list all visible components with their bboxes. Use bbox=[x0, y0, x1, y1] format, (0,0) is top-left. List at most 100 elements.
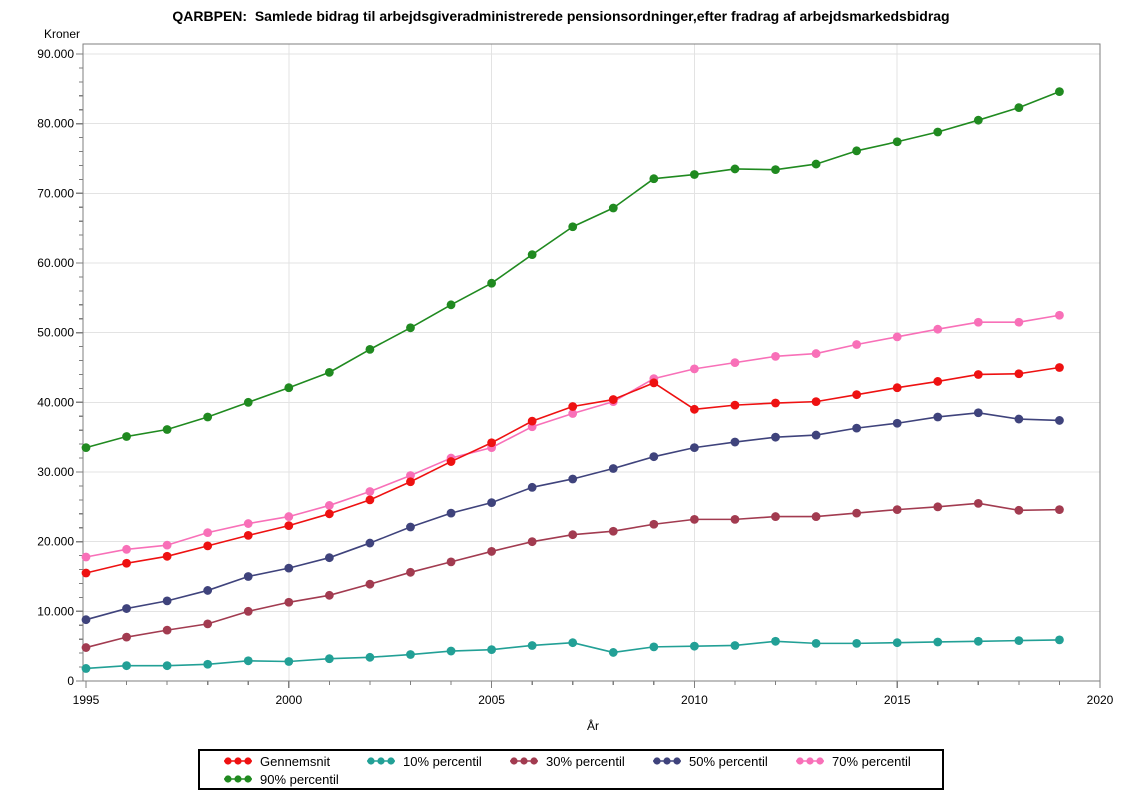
data-point-10-percentil bbox=[973, 636, 983, 646]
data-point-10-percentil bbox=[284, 657, 294, 666]
data-point-90-percentil bbox=[1055, 87, 1064, 97]
data-point-70-percentil bbox=[933, 324, 943, 334]
data-point-30-percentil bbox=[852, 508, 862, 518]
legend-item-90-percentil: 90% percentil bbox=[223, 772, 366, 787]
line-chart: 0 10.000 20.000 30.000 40.000 50.000 60.000 70.… bbox=[37, 27, 1113, 733]
data-point-90-percentil bbox=[203, 412, 213, 422]
legend-label-10-percentil: 10% percentil bbox=[403, 753, 482, 769]
y-tick-label: 0 bbox=[67, 674, 74, 688]
data-point-10-percentil bbox=[811, 638, 821, 648]
data-point-70-percentil bbox=[811, 349, 821, 358]
axis-labels: 0 10.000 20.000 30.000 40.000 50.000 60.000 70.… bbox=[37, 27, 1113, 733]
data-point-10-percentil bbox=[1014, 636, 1024, 645]
data-point-10-percentil bbox=[649, 642, 659, 652]
data-point-gennemsnit bbox=[771, 398, 780, 408]
data-point-10-percentil bbox=[324, 654, 334, 664]
data-point-50-percentil bbox=[892, 418, 902, 428]
gridlines bbox=[83, 44, 1100, 681]
data-point-50-percentil bbox=[324, 553, 334, 563]
legend-marker-dot bbox=[244, 757, 252, 765]
chart-title: QARBPEN: Samlede bidrag til arbejdsgiver… bbox=[172, 8, 950, 24]
plot-frame bbox=[82, 43, 1101, 682]
legend-marker-50-percentil bbox=[653, 757, 681, 765]
legend-marker-10-percentil bbox=[367, 757, 395, 765]
data-point-50-percentil bbox=[365, 538, 375, 548]
series-50-percentil bbox=[81, 408, 1064, 625]
data-point-30-percentil bbox=[365, 579, 375, 589]
data-point-gennemsnit bbox=[933, 377, 943, 386]
x-tick-label: 2000 bbox=[275, 693, 302, 707]
legend-marker-dot bbox=[377, 757, 385, 765]
data-point-50-percentil bbox=[122, 604, 131, 613]
data-point-30-percentil bbox=[162, 625, 172, 635]
data-point-50-percentil bbox=[527, 482, 537, 492]
legend-marker-dot bbox=[244, 775, 252, 783]
data-point-gennemsnit bbox=[284, 521, 294, 531]
y-tick-label: 10.000 bbox=[37, 604, 74, 618]
data-point-70-percentil bbox=[203, 528, 213, 538]
series-30-percentil bbox=[81, 498, 1064, 652]
data-point-gennemsnit bbox=[243, 530, 253, 540]
data-point-50-percentil bbox=[81, 615, 91, 625]
legend-marker-90-percentil bbox=[224, 775, 252, 783]
legend-item-50-percentil: 50% percentil bbox=[652, 754, 795, 769]
data-point-90-percentil bbox=[487, 278, 496, 288]
legend-row: Gennemsnit 10% percentil 30% percentil 50% … bbox=[223, 752, 942, 770]
data-point-50-percentil bbox=[1014, 414, 1024, 424]
data-point-30-percentil bbox=[1055, 505, 1064, 515]
data-point-10-percentil bbox=[81, 664, 91, 673]
data-point-gennemsnit bbox=[568, 402, 578, 411]
data-point-90-percentil bbox=[527, 250, 537, 260]
legend-marker-dot bbox=[816, 757, 824, 765]
x-tick-label: 1995 bbox=[73, 693, 100, 707]
data-point-gennemsnit bbox=[608, 395, 618, 404]
data-point-gennemsnit bbox=[690, 404, 699, 414]
legend-item-30-percentil: 30% percentil bbox=[509, 754, 652, 769]
data-point-90-percentil bbox=[365, 344, 375, 354]
data-point-90-percentil bbox=[406, 323, 415, 333]
data-point-10-percentil bbox=[122, 661, 131, 671]
y-tick-label: 20.000 bbox=[37, 535, 74, 549]
legend-row: 90% percentil bbox=[223, 770, 942, 788]
data-point-10-percentil bbox=[162, 661, 172, 671]
data-point-gennemsnit bbox=[406, 477, 415, 487]
legend-item-gennemsnit: Gennemsnit bbox=[223, 754, 366, 769]
y-tick-label: 30.000 bbox=[37, 465, 74, 479]
data-point-30-percentil bbox=[1014, 505, 1024, 515]
y-axis-title: Kroner bbox=[44, 27, 80, 41]
data-point-50-percentil bbox=[649, 452, 659, 462]
legend-marker-dot bbox=[796, 757, 804, 765]
data-point-30-percentil bbox=[933, 502, 943, 512]
data-point-10-percentil bbox=[406, 650, 415, 659]
x-tick-label: 2020 bbox=[1087, 693, 1114, 707]
data-point-30-percentil bbox=[487, 547, 496, 556]
data-point-70-percentil bbox=[406, 471, 415, 480]
data-point-90-percentil bbox=[771, 165, 780, 175]
legend-marker-dot bbox=[387, 757, 395, 765]
legend-marker-70-percentil bbox=[796, 757, 824, 765]
data-point-70-percentil bbox=[243, 519, 253, 528]
data-point-30-percentil bbox=[243, 606, 253, 616]
data-point-50-percentil bbox=[162, 596, 172, 606]
data-point-70-percentil bbox=[973, 317, 983, 327]
data-point-70-percentil bbox=[162, 540, 172, 550]
data-point-50-percentil bbox=[852, 423, 862, 433]
series-line-gennemsnit bbox=[85, 366, 1060, 574]
legend-marker-dot bbox=[520, 757, 528, 765]
data-point-gennemsnit bbox=[1055, 363, 1064, 372]
data-point-70-percentil bbox=[365, 487, 375, 496]
data-point-30-percentil bbox=[203, 619, 213, 629]
data-point-70-percentil bbox=[852, 340, 862, 349]
chart-legend: Gennemsnit 10% percentil 30% percentil 50% … bbox=[198, 749, 944, 790]
data-point-30-percentil bbox=[892, 505, 902, 515]
legend-marker-dot bbox=[367, 757, 375, 765]
series-gennemsnit bbox=[81, 363, 1064, 578]
y-tick-label: 80.000 bbox=[37, 117, 74, 131]
series-10-percentil bbox=[81, 635, 1064, 673]
data-point-30-percentil bbox=[446, 557, 456, 567]
data-point-70-percentil bbox=[324, 501, 334, 510]
data-point-10-percentil bbox=[365, 652, 375, 662]
data-point-90-percentil bbox=[933, 127, 943, 137]
data-point-gennemsnit bbox=[527, 416, 537, 426]
data-point-30-percentil bbox=[284, 597, 294, 607]
